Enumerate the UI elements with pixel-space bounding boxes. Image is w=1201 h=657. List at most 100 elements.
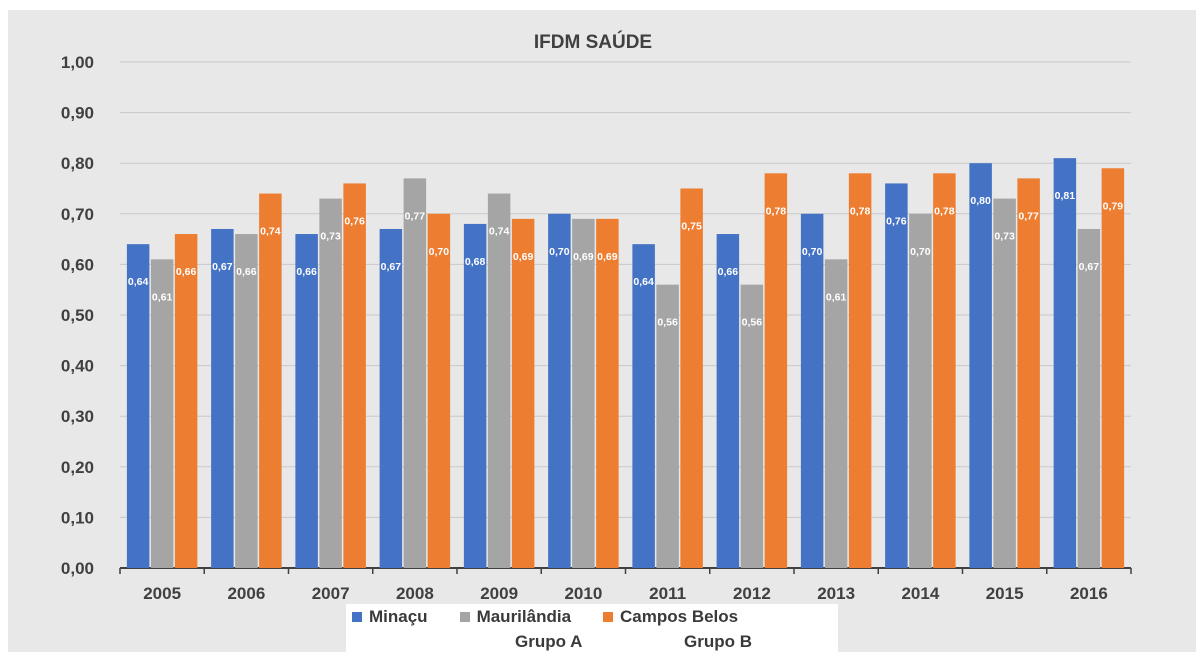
bar[interactable] bbox=[511, 218, 535, 569]
x-tick-label: 2016 bbox=[1070, 584, 1108, 603]
bar[interactable] bbox=[487, 193, 511, 568]
data-label: 0,76 bbox=[344, 215, 365, 227]
data-label: 0,73 bbox=[320, 231, 341, 243]
data-label: 0,80 bbox=[970, 195, 991, 207]
legend-swatch bbox=[459, 612, 470, 622]
data-label: 0,77 bbox=[405, 210, 426, 222]
bar[interactable] bbox=[1077, 228, 1101, 569]
bar[interactable] bbox=[379, 228, 403, 569]
bar[interactable] bbox=[1101, 168, 1125, 568]
legend-item: Campos Belos bbox=[597, 607, 738, 627]
bar[interactable] bbox=[764, 173, 788, 568]
bar[interactable] bbox=[295, 234, 318, 569]
bar[interactable] bbox=[596, 218, 619, 569]
data-label: 0,56 bbox=[657, 317, 678, 329]
bar[interactable] bbox=[969, 163, 992, 568]
legend-swatch bbox=[352, 612, 362, 622]
legend-group-a: Grupo A bbox=[515, 632, 583, 651]
bar[interactable] bbox=[235, 234, 258, 569]
bar[interactable] bbox=[1053, 158, 1077, 568]
bar[interactable] bbox=[848, 173, 872, 568]
data-label: 0,66 bbox=[718, 266, 739, 278]
data-label: 0,61 bbox=[826, 291, 847, 303]
data-label: 0,70 bbox=[549, 246, 570, 258]
bar[interactable] bbox=[427, 213, 451, 569]
x-tick-label: 2014 bbox=[901, 584, 939, 603]
data-label: 0,69 bbox=[573, 251, 594, 263]
x-tick-label: 2006 bbox=[227, 584, 265, 603]
legend-swatch bbox=[603, 612, 614, 622]
x-tick-label: 2010 bbox=[564, 584, 602, 603]
data-label: 0,77 bbox=[1018, 210, 1039, 222]
bar[interactable] bbox=[211, 228, 234, 569]
legend-series-row: Minaçu Maurilândia Campos Belos bbox=[346, 606, 764, 628]
y-tick-label: 0,30 bbox=[61, 407, 94, 426]
data-label: 0,70 bbox=[802, 246, 823, 258]
data-label: 0,81 bbox=[1055, 190, 1076, 202]
data-label: 0,70 bbox=[429, 246, 450, 258]
y-tick-label: 0,50 bbox=[61, 306, 94, 325]
chart-area: IFDM SAÚDE 0,00 0,10 0,20 0,30 0,40 0,50 0,60 0… bbox=[8, 10, 1196, 652]
chart-title: IFDM SAÚDE bbox=[534, 31, 652, 53]
bar-chart: IFDM SAÚDE 0,00 0,10 0,20 0,30 0,40 0,50 0,60 0… bbox=[61, 31, 1132, 603]
bar[interactable] bbox=[680, 188, 703, 569]
data-label: 0,67 bbox=[381, 261, 402, 273]
data-label: 0,78 bbox=[766, 205, 787, 217]
data-label: 0,68 bbox=[465, 256, 486, 268]
bar[interactable] bbox=[259, 193, 282, 568]
data-label: 0,74 bbox=[489, 226, 510, 238]
x-tick-label: 2011 bbox=[649, 584, 686, 603]
bar[interactable] bbox=[716, 234, 740, 569]
y-tick-label: 1,00 bbox=[61, 53, 94, 72]
data-label: 0,64 bbox=[128, 276, 149, 288]
bar[interactable] bbox=[403, 178, 427, 568]
bar[interactable] bbox=[740, 284, 764, 568]
bar[interactable] bbox=[1017, 178, 1040, 568]
bar[interactable] bbox=[993, 198, 1016, 568]
legend-label: Maurilândia bbox=[476, 607, 572, 626]
x-tick-label: 2005 bbox=[143, 584, 181, 603]
bar[interactable] bbox=[909, 213, 932, 569]
x-tick-label: 2007 bbox=[312, 584, 350, 603]
x-tick-label: 2012 bbox=[733, 584, 771, 603]
data-label: 0,76 bbox=[886, 215, 907, 227]
bar[interactable] bbox=[343, 183, 366, 568]
x-tick-label: 2009 bbox=[480, 584, 518, 603]
bar[interactable] bbox=[632, 244, 655, 568]
bar[interactable] bbox=[572, 218, 595, 569]
bar[interactable] bbox=[463, 223, 487, 569]
data-label: 0,74 bbox=[260, 226, 281, 238]
data-label: 0,66 bbox=[176, 266, 197, 278]
y-tick-label: 0,60 bbox=[61, 255, 94, 274]
y-tick-label: 0,80 bbox=[61, 154, 94, 173]
bar[interactable] bbox=[548, 213, 571, 569]
data-label: 0,56 bbox=[742, 317, 763, 329]
y-tick-label: 0,40 bbox=[61, 357, 94, 376]
data-label: 0,67 bbox=[1079, 261, 1100, 273]
data-label: 0,78 bbox=[850, 205, 871, 217]
bar[interactable] bbox=[319, 198, 342, 568]
data-label: 0,67 bbox=[212, 261, 233, 273]
data-label: 0,79 bbox=[1103, 200, 1124, 212]
bar[interactable] bbox=[933, 173, 956, 568]
legend: Minaçu Maurilândia Campos Belos Grupo A Gr… bbox=[346, 604, 838, 652]
bar[interactable] bbox=[174, 234, 198, 569]
y-tick-label: 0,70 bbox=[61, 205, 94, 224]
data-label: 0,66 bbox=[296, 266, 317, 278]
data-label: 0,64 bbox=[633, 276, 654, 288]
bar[interactable] bbox=[656, 284, 679, 568]
data-label: 0,75 bbox=[681, 221, 702, 233]
y-tick-label: 0,10 bbox=[61, 508, 94, 527]
bar[interactable] bbox=[800, 213, 824, 569]
bar[interactable] bbox=[126, 244, 150, 568]
bar[interactable] bbox=[150, 259, 174, 568]
legend-label: Campos Belos bbox=[620, 607, 739, 626]
x-tick-label: 2008 bbox=[396, 584, 434, 603]
data-label: 0,73 bbox=[994, 231, 1015, 243]
data-label: 0,61 bbox=[152, 291, 173, 303]
bar[interactable] bbox=[885, 183, 908, 568]
data-label: 0,78 bbox=[934, 205, 955, 217]
legend-item: Maurilândia bbox=[454, 607, 571, 627]
legend-item: Minaçu bbox=[346, 607, 428, 627]
bar[interactable] bbox=[824, 259, 848, 568]
